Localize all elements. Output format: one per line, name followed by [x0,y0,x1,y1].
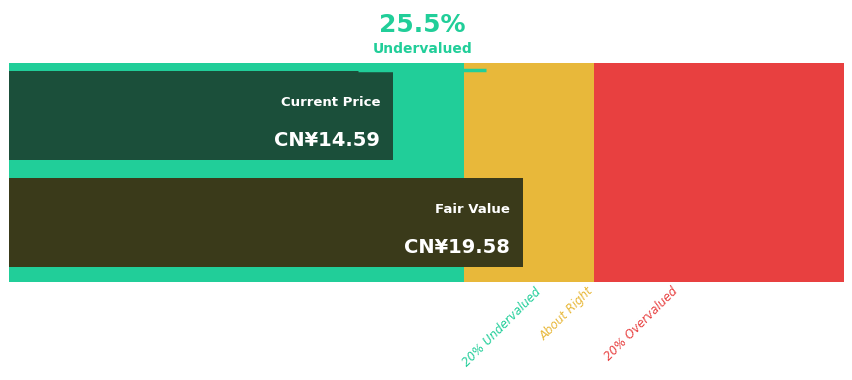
Bar [9,63,463,282]
Bar [593,63,843,282]
Bar [9,71,393,160]
Text: About Right: About Right [537,285,596,344]
Bar [463,63,593,282]
Text: Fair Value: Fair Value [435,203,509,216]
Text: Undervalued: Undervalued [372,42,471,56]
Text: 25.5%: 25.5% [378,13,465,36]
Text: CN¥19.58: CN¥19.58 [404,238,509,257]
Bar [9,178,522,268]
Text: Current Price: Current Price [280,96,380,109]
Text: 20% Undervalued: 20% Undervalued [459,285,543,369]
Text: 20% Overvalued: 20% Overvalued [602,285,680,364]
Text: CN¥14.59: CN¥14.59 [274,131,380,150]
